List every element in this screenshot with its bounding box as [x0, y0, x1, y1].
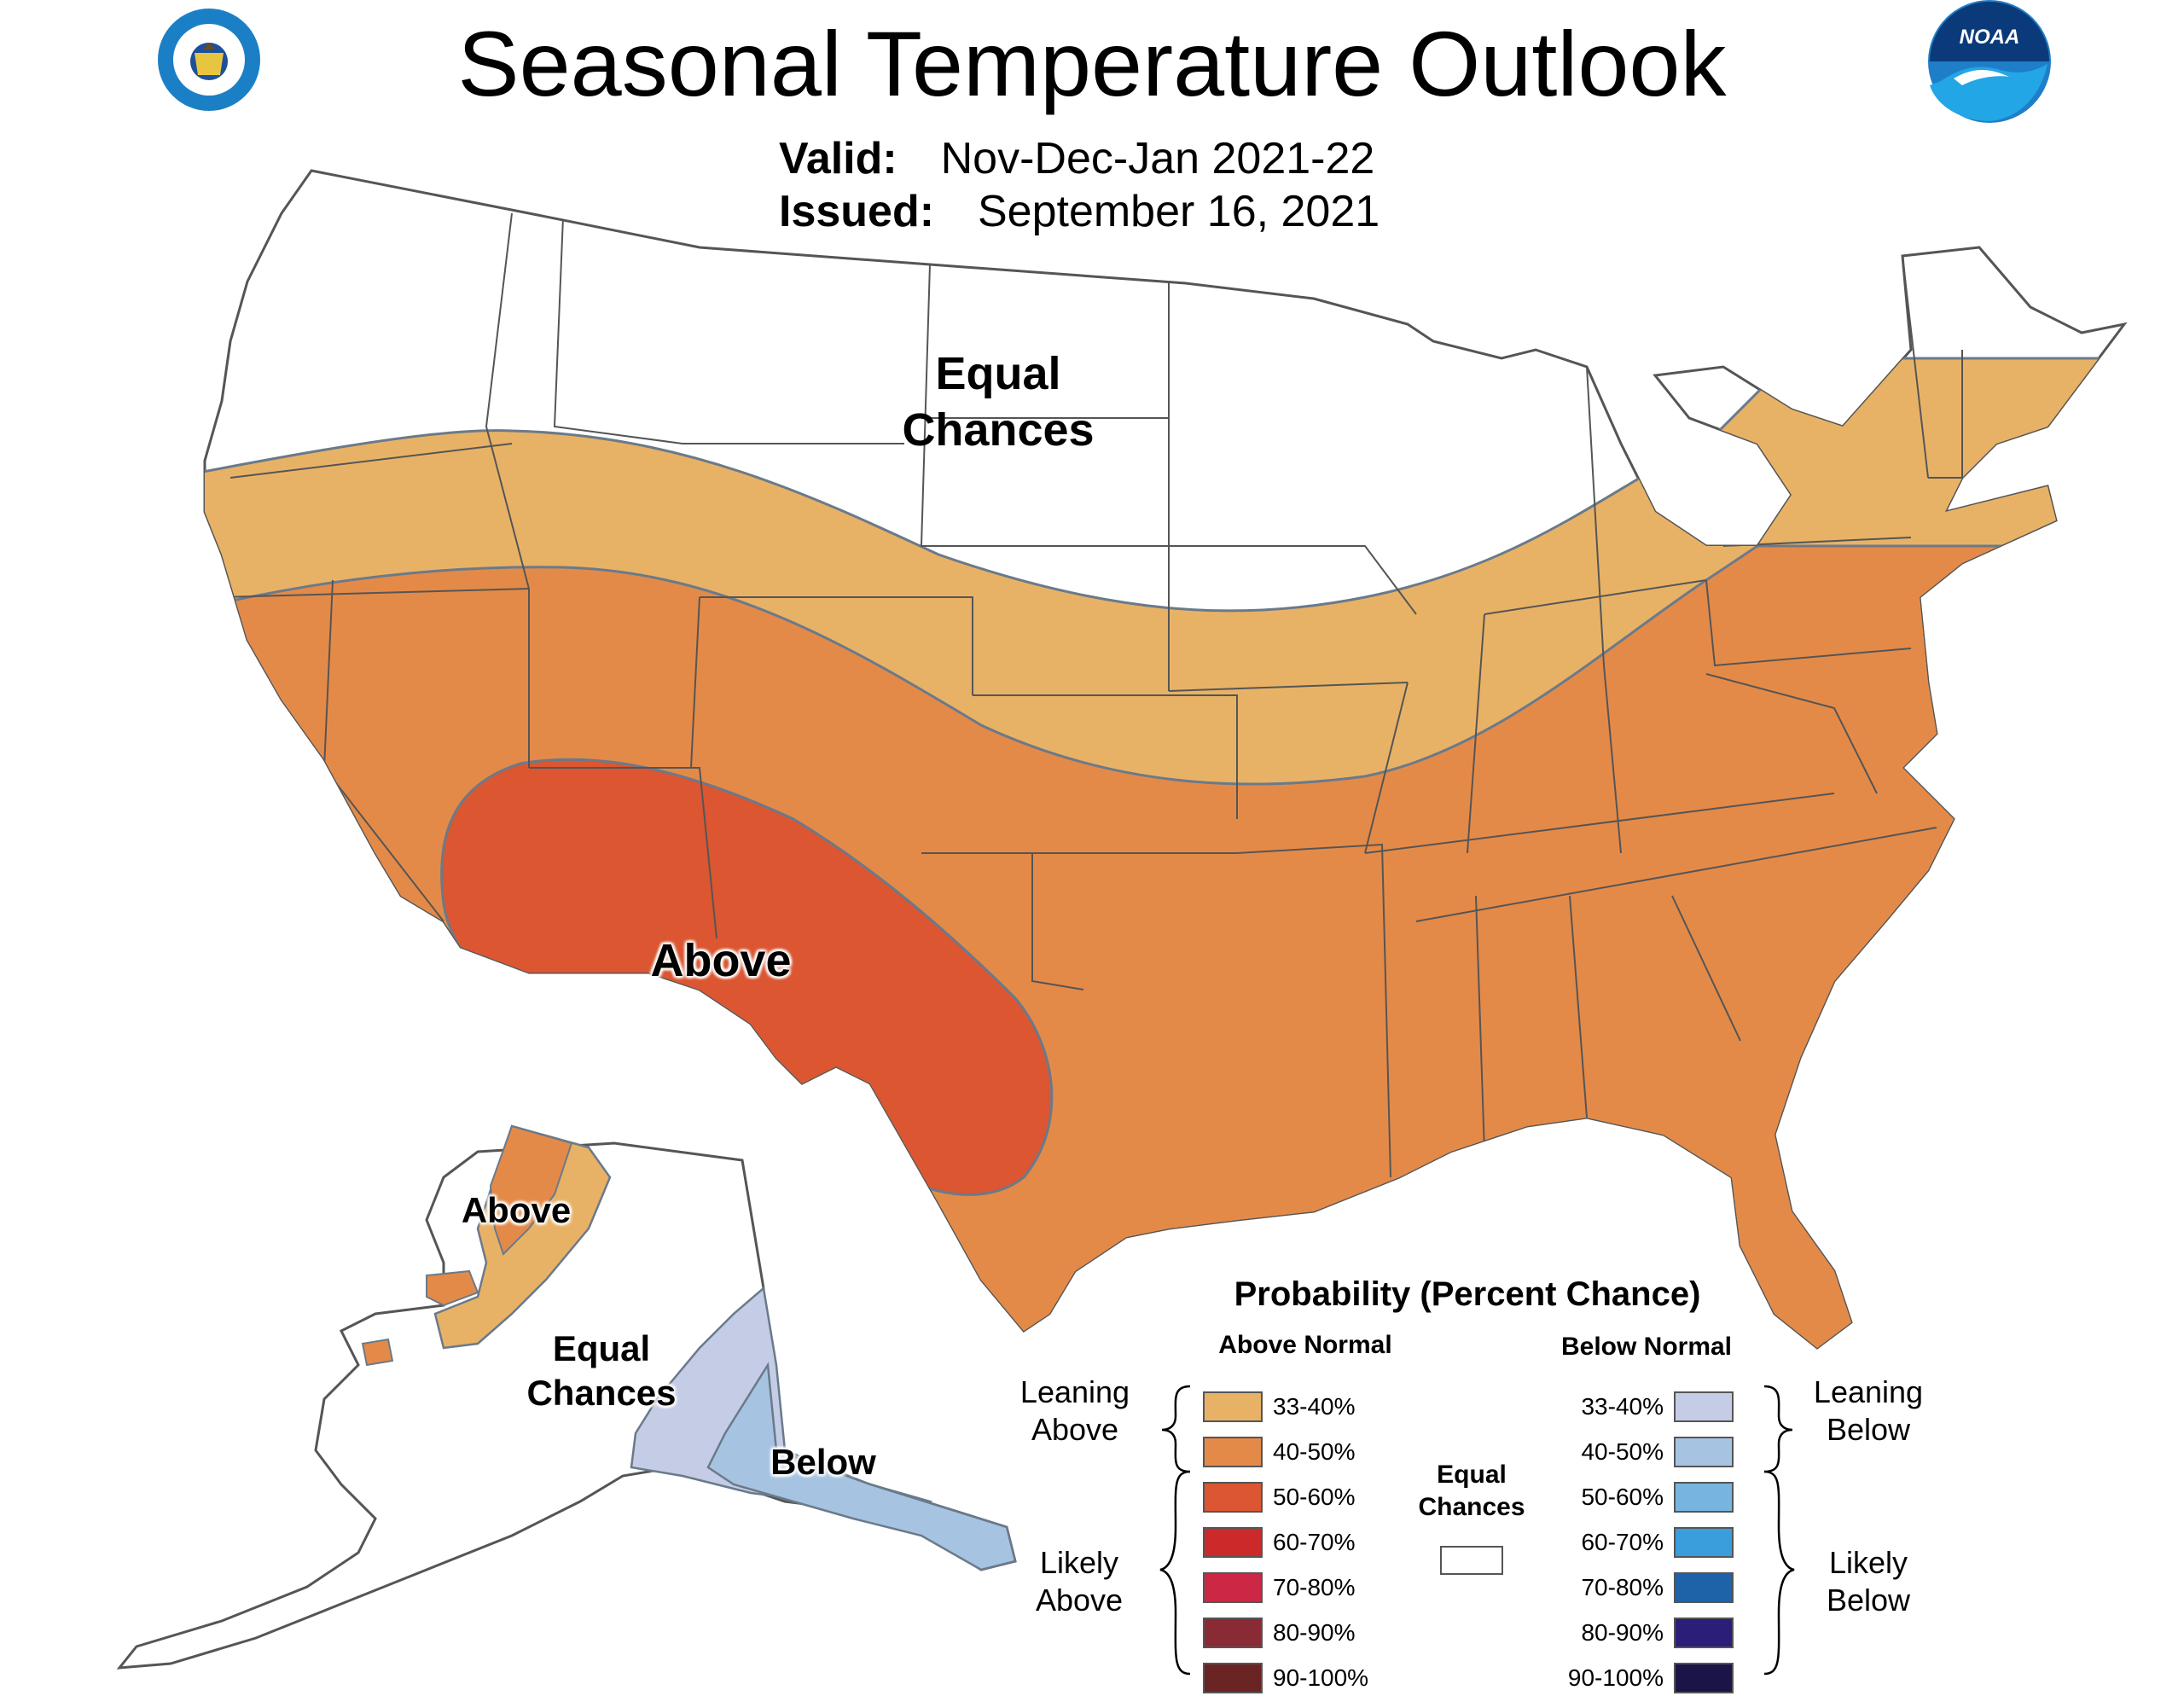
leaning-below-brace	[1763, 1385, 1793, 1473]
below-legend-range: 40-50%	[1581, 1438, 1664, 1465]
alaska-below-40-50-region	[706, 1362, 1017, 1571]
likely-below-brace	[1763, 1470, 1795, 1676]
below-legend-range: 60-70%	[1581, 1529, 1664, 1555]
below-legend-row: 80-90%	[1561, 1615, 1734, 1651]
likely-below-label: Likely Below	[1804, 1544, 1932, 1619]
noaa-logo	[1928, 0, 2051, 123]
commerce-seal-logo	[158, 9, 260, 111]
below-legend-range: 80-90%	[1581, 1619, 1664, 1646]
conus-equal-line2: Chances	[902, 404, 1095, 456]
alaska-equal-chances-label: Equal Chances	[503, 1327, 700, 1415]
above-legend-range: 60-70%	[1273, 1529, 1356, 1555]
below-legend-swatch	[1674, 1618, 1734, 1648]
alaska-leaning-below-region	[630, 1286, 933, 1520]
equal-chances-legend-label: Equal Chances	[1399, 1459, 1544, 1524]
likely-above-line1: Likely	[1039, 1545, 1119, 1580]
legend-title: Probability (Percent Chance)	[1234, 1275, 1701, 1313]
likely-above-label: Likely Above	[1015, 1544, 1143, 1619]
below-legend-range: 90-100%	[1567, 1664, 1664, 1691]
issued-key: Issued:	[779, 187, 935, 236]
valid-line: Valid: Nov-Dec-Jan 2021-22	[779, 132, 1374, 185]
noaa-logo-text: NOAA	[1959, 26, 2020, 49]
above-legend-swatch	[1203, 1391, 1263, 1422]
leaning-above-line1: Leaning	[1019, 1374, 1130, 1409]
likely-below-line1: Likely	[1828, 1545, 1908, 1580]
above-legend-row: 70-80%	[1203, 1570, 1356, 1606]
above-legend-range: 90-100%	[1273, 1664, 1369, 1691]
alaska-above-leaning-region	[433, 1124, 612, 1350]
below-legend-range: 33-40%	[1581, 1393, 1664, 1420]
above-legend-swatch	[1203, 1527, 1263, 1558]
leaning-below-line1: Leaning	[1813, 1374, 1924, 1409]
above-legend-range: 33-40%	[1273, 1393, 1356, 1420]
alaska-above-40-50-region	[361, 1124, 573, 1367]
issued-line: Issued: September 16, 2021	[779, 185, 1380, 238]
alaska-above-label: Above	[461, 1190, 572, 1230]
conus-map	[203, 169, 2128, 1350]
leaning-above-label: Leaning Above	[1011, 1374, 1139, 1449]
equal-chances-line1: Equal	[1437, 1461, 1507, 1489]
leaning-below-label: Leaning Below	[1804, 1374, 1932, 1449]
above-legend-row: 80-90%	[1203, 1615, 1356, 1651]
below-legend-row: 33-40%	[1561, 1389, 1734, 1425]
below-legend-row: 50-60%	[1561, 1479, 1734, 1515]
below-legend-swatch	[1674, 1391, 1734, 1422]
leaning-above-line2: Above	[1031, 1412, 1119, 1447]
above-legend-swatch	[1203, 1618, 1263, 1648]
below-legend-row: 60-70%	[1561, 1525, 1734, 1560]
likely-below-line2: Below	[1826, 1583, 1911, 1618]
issued-value: September 16, 2021	[977, 187, 1380, 236]
above-legend-row: 40-50%	[1203, 1434, 1356, 1470]
above-legend-range: 40-50%	[1273, 1438, 1356, 1465]
above-legend-row: 60-70%	[1203, 1525, 1356, 1560]
equal-chances-swatch	[1440, 1546, 1503, 1575]
above-legend-range: 70-80%	[1273, 1574, 1356, 1600]
valid-value: Nov-Dec-Jan 2021-22	[940, 134, 1375, 183]
leaning-above-brace	[1161, 1385, 1191, 1473]
below-legend-range: 70-80%	[1581, 1574, 1664, 1600]
likely-above-line2: Above	[1035, 1583, 1124, 1618]
page-title: Seasonal Temperature Outlook	[457, 12, 1727, 115]
conus-equal-chances-label: Equal Chances	[879, 346, 1118, 458]
equal-chances-line2: Chances	[1418, 1493, 1525, 1521]
leaning-below-line2: Below	[1826, 1412, 1911, 1447]
conus-above-label: Above	[650, 935, 792, 986]
above-legend-range: 50-60%	[1273, 1484, 1356, 1510]
above-legend-row: 50-60%	[1203, 1479, 1356, 1515]
conus-equal-line1: Equal	[935, 348, 1061, 399]
below-legend-swatch	[1674, 1572, 1734, 1603]
above-legend-range: 80-90%	[1273, 1619, 1356, 1646]
below-legend-range: 50-60%	[1581, 1484, 1664, 1510]
below-legend-row: 40-50%	[1561, 1434, 1734, 1470]
above-legend-row: 33-40%	[1203, 1389, 1356, 1425]
likely-above-brace	[1159, 1470, 1191, 1676]
above-legend-swatch	[1203, 1572, 1263, 1603]
below-legend-row: 70-80%	[1561, 1570, 1734, 1606]
above-normal-header: Above Normal	[1218, 1331, 1392, 1359]
above-legend-swatch	[1203, 1437, 1263, 1467]
alaska-map	[116, 1124, 1017, 1670]
below-legend-swatch	[1674, 1437, 1734, 1467]
alaska-equal-line1: Equal	[552, 1328, 651, 1368]
below-legend-swatch	[1674, 1527, 1734, 1558]
alaska-below-label: Below	[770, 1442, 876, 1482]
alaska-equal-line2: Chances	[526, 1373, 677, 1413]
below-legend-swatch	[1674, 1482, 1734, 1513]
below-normal-header: Below Normal	[1560, 1333, 1733, 1361]
above-legend-swatch	[1203, 1482, 1263, 1513]
valid-key: Valid:	[779, 134, 897, 183]
